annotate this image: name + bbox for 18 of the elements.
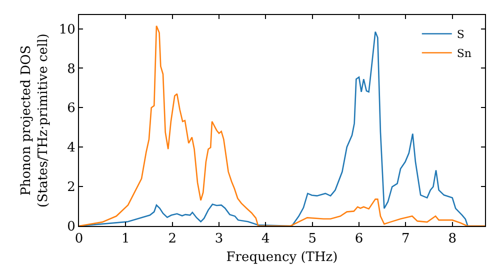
y-tick-label: 4 [67,140,76,156]
x-tick-label: 2 [168,232,176,247]
y-tick-label: 2 [67,180,76,196]
legend-label: Sn [456,47,472,60]
x-tick-label: 1 [122,232,130,247]
x-tick-label: 3 [214,232,224,247]
y-tick-label: 0 [67,220,76,235]
y-axis-title: Phonon projected DOS (States/THz·primitive cell) [18,33,51,208]
x-axis-title: Frequency (THz) [226,250,338,266]
x-tick-label: 4 [262,232,270,247]
x-tick-label: 8 [448,232,456,247]
y-tick-label: 10 [58,22,76,38]
legend-label: S [456,28,464,42]
x-tick-label: 7 [402,232,410,247]
y-tick-label: 8 [67,62,76,77]
x-tick-label: 5 [308,232,316,247]
y-tick-label: 6 [67,101,76,116]
x-tick-label: 6 [354,232,364,247]
